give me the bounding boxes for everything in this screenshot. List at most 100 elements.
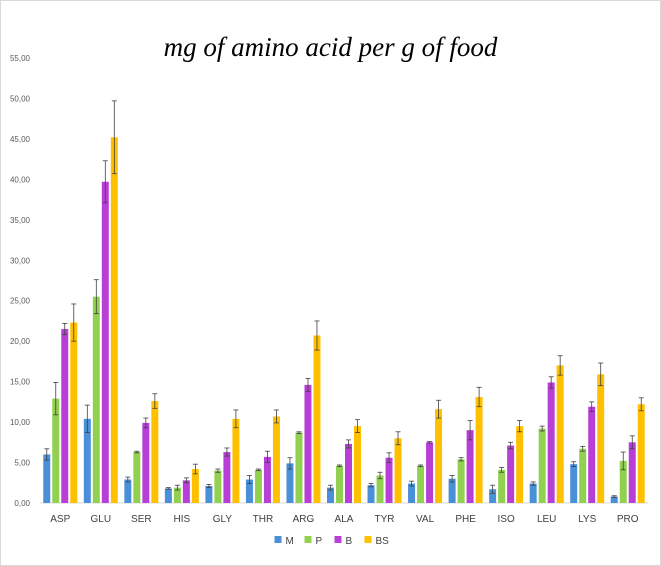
bar-bs-val [435, 409, 443, 503]
bar-p-phe [457, 459, 465, 503]
bar-p-tyr [376, 475, 384, 503]
y-tick-label: 0,00 [14, 499, 30, 508]
bar-b-ser [142, 422, 150, 503]
error-bar-m-val [409, 480, 415, 487]
error-bar-b-thr [264, 450, 270, 463]
bar-p-leu [538, 428, 546, 503]
error-bar-m-ser [125, 476, 131, 483]
bar-p-asp [52, 398, 60, 503]
error-bar-bs-tyr [395, 431, 401, 446]
bar-p-gly [214, 470, 222, 503]
legend-swatch-p [304, 536, 312, 543]
bar-b-pro [628, 442, 636, 503]
error-bar-m-phe [449, 475, 455, 483]
bar-m-lys [570, 464, 578, 503]
error-bar-p-tyr [377, 471, 383, 480]
error-bar-m-asp [44, 448, 50, 461]
error-bar-p-lys [580, 445, 586, 452]
bar-m-phe [448, 478, 456, 503]
error-bar-bs-arg [314, 320, 320, 351]
error-bar-m-thr [246, 475, 252, 484]
bar-p-glu [92, 296, 100, 503]
error-bar-p-phe [458, 457, 464, 462]
error-bar-p-pro [620, 451, 626, 471]
legend-label-p: P [316, 536, 323, 547]
error-bar-m-tyr [368, 483, 374, 488]
bar-b-thr [263, 456, 271, 503]
y-tick-label: 50,00 [10, 94, 31, 103]
bar-bs-asp [70, 322, 78, 503]
error-bar-p-arg [296, 431, 302, 434]
x-category-label: TYR [375, 514, 395, 525]
bar-m-ala [327, 487, 334, 503]
error-bar-p-thr [255, 468, 261, 472]
bar-b-gly [223, 452, 231, 503]
error-bar-m-pro [611, 495, 617, 498]
bar-m-thr [245, 479, 253, 503]
y-tick-label: 55,00 [10, 54, 31, 63]
legend-label-m: M [286, 536, 294, 547]
bar-bs-pro [637, 404, 645, 503]
error-bar-bs-pro [638, 397, 644, 412]
error-bar-b-pro [629, 435, 635, 450]
bar-bs-leu [556, 365, 564, 503]
y-tick-label: 35,00 [10, 216, 31, 225]
bar-m-val [408, 483, 416, 503]
bar-m-ser [124, 479, 132, 503]
bar-p-ser [133, 452, 141, 503]
legend-swatch-bs [364, 536, 372, 543]
x-category-label: HIS [174, 514, 191, 525]
error-bar-b-his [183, 477, 189, 484]
error-bar-p-leu [539, 425, 545, 432]
error-bar-bs-ser [152, 393, 158, 409]
bar-bs-phe [475, 397, 483, 503]
legend-swatch-b [334, 536, 342, 543]
x-category-label: GLY [213, 514, 233, 525]
x-category-label: PRO [617, 514, 639, 525]
error-bar-bs-ala [355, 419, 360, 434]
x-category-label: SER [131, 514, 152, 525]
error-bar-p-iso [499, 466, 505, 473]
y-tick-label: 30,00 [10, 256, 31, 265]
bars [43, 137, 645, 504]
x-category-label: ALA [335, 514, 354, 525]
bar-m-gly [205, 486, 213, 503]
error-bar-bs-his [192, 463, 198, 475]
error-bar-m-glu [84, 404, 90, 434]
error-bar-bs-thr [273, 409, 279, 424]
error-bar-b-phe [467, 420, 473, 441]
chart-title: mg of amino acid per g of food [163, 32, 498, 62]
error-bar-m-arg [287, 457, 293, 470]
bar-b-leu [547, 382, 555, 503]
bar-p-iso [498, 469, 506, 503]
error-bar-b-iso [508, 441, 514, 450]
bar-p-lys [579, 448, 587, 503]
bar-bs-his [191, 469, 199, 503]
y-tick-label: 40,00 [10, 175, 31, 184]
error-bar-bs-glu [111, 100, 117, 175]
bar-b-glu [101, 181, 109, 504]
error-bar-m-lys [571, 461, 577, 467]
error-bar-p-gly [215, 468, 221, 473]
legend-label-bs: BS [376, 536, 390, 547]
x-category-label: VAL [416, 514, 435, 525]
error-bar-p-val [418, 464, 424, 467]
error-bar-b-val [427, 441, 433, 444]
legend: M P B BS [274, 536, 390, 547]
error-bar-b-leu [548, 376, 554, 389]
x-category-label: LYS [578, 514, 596, 525]
y-axis-ticks: 0,00 5,00 10,00 15,00 20,00 25,00 30,00 35,00 40… [10, 54, 31, 508]
error-bar-bs-leu [557, 355, 563, 376]
error-bar-bs-asp [71, 303, 77, 342]
x-category-label: ISO [498, 514, 515, 525]
error-bar-b-gly [224, 447, 230, 457]
bar-p-his [173, 487, 181, 503]
error-bar-p-his [174, 484, 180, 491]
y-tick-label: 20,00 [10, 337, 31, 346]
error-bar-bs-lys [598, 362, 604, 387]
error-bar-b-asp [62, 322, 68, 336]
bar-m-pro [610, 496, 618, 503]
y-tick-label: 5,00 [14, 459, 30, 468]
x-category-label: ARG [293, 514, 315, 525]
